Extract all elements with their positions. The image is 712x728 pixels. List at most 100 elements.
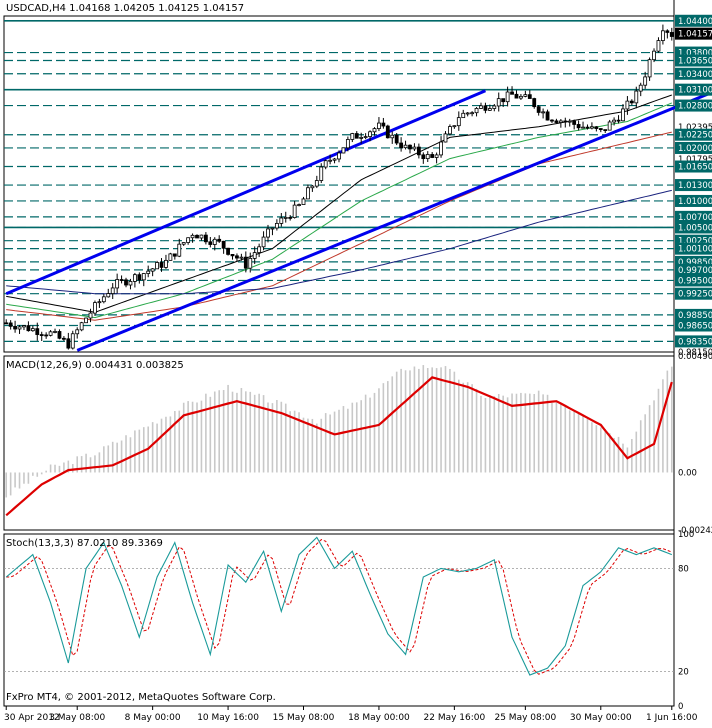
price-tick-label: 0.98150 [678,348,712,358]
price-tick-label: 0.99250 [678,290,712,300]
candle-body [26,325,31,332]
candle-body [496,98,501,107]
level-price-box [675,99,712,112]
channel-line-lower [76,90,712,352]
candle-body [283,216,288,219]
level-price-box [675,263,712,276]
candle-body [669,32,674,37]
current-price-box [675,27,712,40]
candle-body [341,147,346,154]
price-tick-label: 0.98850 [678,311,712,321]
candle-body [141,273,146,281]
candle-body [554,120,559,123]
chart-header: USDCAD,H4 1.04168 1.04205 1.04125 1.0415… [6,3,244,14]
candle-body [603,129,608,132]
price-tick-label: 1.02250 [678,131,712,141]
price-tick-label: 0.98350 [678,337,712,347]
candle-body [110,287,115,294]
candle-body [75,329,80,335]
price-tick-label: 0.99850 [678,258,712,268]
candle-body [137,274,142,281]
price-tick-label: 1.02395 [678,123,712,133]
candle-body [93,302,97,314]
candle-body [381,122,386,127]
candle-body [13,325,17,330]
level-price-box [675,128,712,141]
candle-body [519,95,523,99]
candle-body [594,126,599,129]
candle-body [314,180,319,187]
footer-copyright: FxPro MT4, © 2001-2012, MetaQuotes Softw… [6,692,276,703]
candle-body [159,262,164,268]
candle-body [146,270,151,274]
candle-body [44,334,49,337]
macd-tick-label: -0.00242 [678,526,712,536]
candle-body [221,240,226,249]
candle-body [643,76,648,86]
candle-body [638,84,643,92]
candle-body [434,154,439,158]
candle-body [70,333,75,349]
candle-body [248,257,253,269]
candle-body [363,136,368,138]
x-tick-label: 3 May 08:00 [49,713,105,723]
level-price-box [675,194,712,207]
candle-body [372,128,377,133]
candle-body [97,301,102,304]
candle-body [30,328,35,332]
candle-body [487,108,492,111]
candle-body [439,141,443,156]
candle-body [483,105,488,111]
candle-body [57,331,62,339]
candle-body [84,317,88,324]
candle-body [625,100,630,110]
candle-body [328,159,333,162]
level-price-box [675,274,712,287]
candle-body [572,120,577,125]
candle-body [235,255,239,259]
candle-body [79,322,84,331]
candle-body [190,234,195,239]
current-price-label: 1.04157 [678,30,712,40]
stoch-tick-label: 20 [678,668,689,678]
candle-body [186,237,191,243]
candle-body [279,217,284,224]
candle-body [550,119,554,122]
candle-body [581,126,585,129]
candle-body [8,322,13,327]
candle-body [266,228,270,238]
candle-body [532,98,537,108]
x-tick-label: 10 May 16:00 [197,713,259,723]
candle-body [665,30,670,33]
candle-body [261,236,266,248]
moving-average-line [6,189,672,295]
candle-body [288,216,293,219]
panel-border-3 [3,533,675,707]
level-price-box [675,242,712,255]
candle-body [48,331,53,336]
x-tick-label: 18 May 00:00 [348,713,410,723]
price-tick-label: 1.01300 [678,181,712,191]
price-tick-label: 1.02000 [678,144,712,154]
candle-body [270,227,275,230]
candle-body [403,144,408,149]
candle-body [634,90,639,104]
candle-body [629,100,634,104]
candle-body [332,158,337,161]
candle-body [101,296,106,303]
candle-body [541,111,546,114]
candle-body [150,268,155,272]
candle-body [155,262,159,270]
candle-body [199,234,204,239]
candle-body [297,204,301,206]
candle-body [181,242,186,245]
price-tick-label: 1.03100 [678,86,712,96]
candle-body [385,125,390,139]
candle-body [323,160,328,168]
level-price-box [675,83,712,96]
x-tick-label: 30 May 00:00 [570,713,632,723]
price-tick-label: 1.04400 [678,17,712,27]
price-tick-label: 0.98650 [678,322,712,332]
candle-body [607,121,612,131]
